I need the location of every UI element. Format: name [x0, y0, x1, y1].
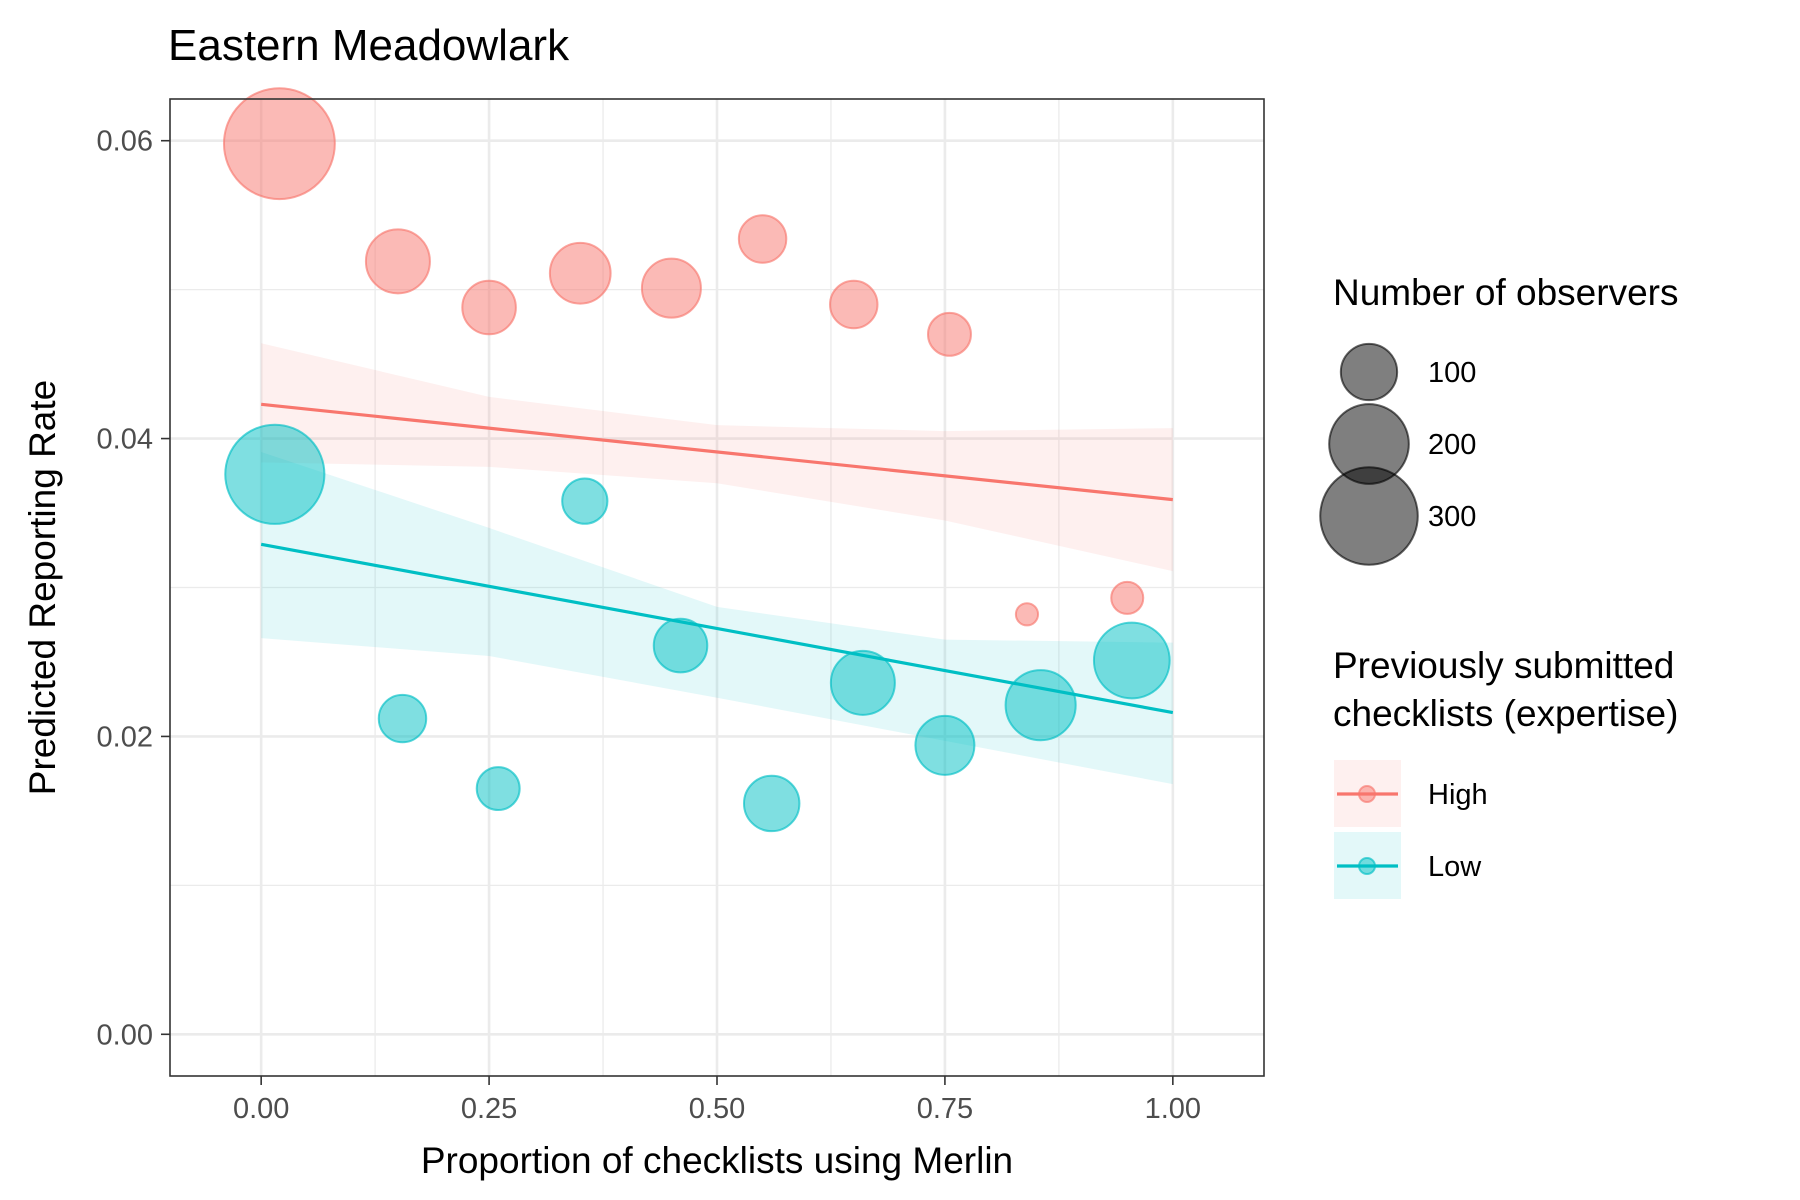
y-tick-label: 0.02 — [97, 721, 153, 753]
chart-title: Eastern Meadowlark — [168, 21, 570, 70]
data-point-low — [377, 693, 428, 744]
data-point-low — [1004, 669, 1077, 742]
size-legend-title: Number of observers — [1333, 272, 1678, 313]
data-point-high — [364, 228, 431, 295]
data-point-low — [652, 617, 709, 674]
data-point-low — [1092, 621, 1171, 700]
axes: 0.00 0.25 0.50 0.75 1.00 0.00 0.02 0.04 0.06 — [97, 126, 1202, 1125]
fit-line-high — [261, 402, 1173, 502]
data-points — [222, 87, 1171, 833]
data-point-high — [461, 279, 517, 336]
size-legend-key — [1339, 342, 1399, 402]
data-point-low — [561, 477, 609, 525]
color-legend-title-line: Previously submitted — [1333, 645, 1674, 686]
x-tick-label: 0.00 — [233, 1093, 289, 1125]
size-legend: Number of observers 100 200 300 — [1319, 272, 1678, 566]
grid — [170, 99, 1264, 1076]
size-legend-key — [1319, 466, 1419, 566]
data-point-high — [829, 279, 879, 330]
color-legend-key-point — [1358, 785, 1376, 803]
color-legend-label: Low — [1428, 851, 1482, 883]
color-legend: Previously submitted checklists (expertis… — [1333, 645, 1678, 899]
y-tick-label: 0.00 — [97, 1019, 153, 1051]
data-point-high — [927, 311, 972, 357]
confidence-ribbons — [261, 343, 1173, 785]
data-point-high — [222, 87, 336, 201]
data-point-low — [742, 774, 801, 833]
data-point-low — [914, 714, 976, 776]
x-tick-label: 0.50 — [689, 1093, 745, 1125]
data-point-low — [224, 423, 326, 525]
ci-ribbon-high — [261, 343, 1173, 572]
color-legend-label: High — [1428, 779, 1488, 811]
x-tick-label: 1.00 — [1145, 1093, 1201, 1125]
ci-ribbon-low — [261, 451, 1173, 785]
size-legend-label: 200 — [1428, 429, 1476, 461]
data-point-low — [829, 649, 896, 716]
y-tick-label: 0.06 — [97, 126, 153, 158]
data-point-high — [1110, 580, 1145, 615]
y-tick-label: 0.04 — [97, 424, 153, 456]
size-legend-label: 300 — [1428, 501, 1476, 533]
y-axis-title: Predicted Reporting Rate — [22, 380, 63, 795]
x-tick-label: 0.25 — [461, 1093, 517, 1125]
data-point-high — [640, 257, 702, 319]
data-point-high — [548, 241, 612, 305]
x-tick-label: 0.75 — [917, 1093, 973, 1125]
data-point-high — [737, 214, 788, 264]
data-point-low — [475, 766, 521, 812]
x-axis-title: Proportion of checklists using Merlin — [421, 1140, 1013, 1181]
color-legend-title-line: checklists (expertise) — [1333, 693, 1678, 734]
size-legend-label: 100 — [1428, 357, 1476, 389]
color-legend-title: Previously submitted checklists (expertis… — [1333, 645, 1678, 734]
data-point-high — [1014, 602, 1040, 627]
color-legend-key-point — [1358, 857, 1376, 875]
